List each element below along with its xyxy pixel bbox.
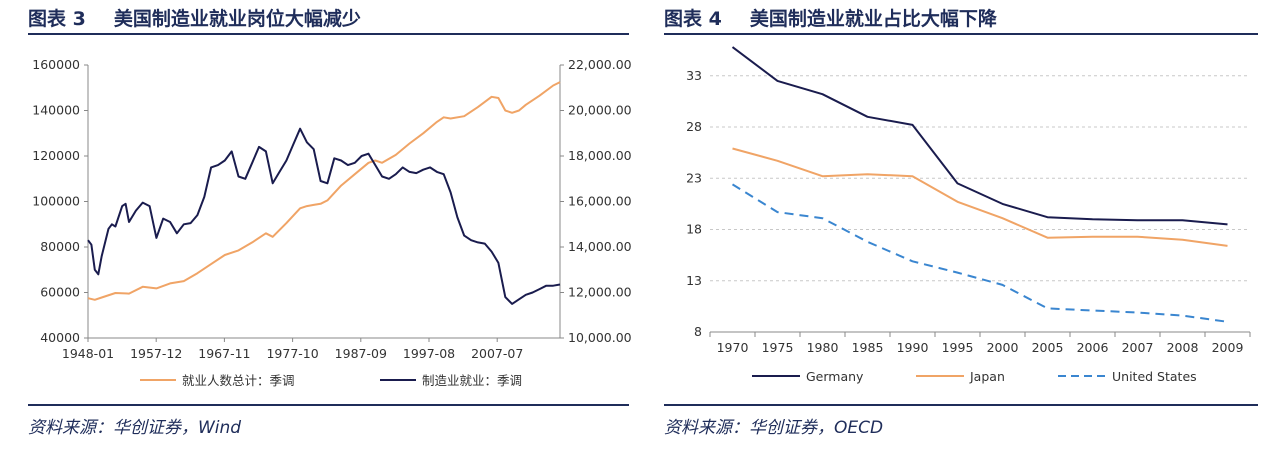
x-tick-label: 2007	[1122, 340, 1154, 355]
right-y-tick-label: 18,000.00	[568, 148, 632, 163]
x-tick-label: 2005	[1032, 340, 1064, 355]
x-tick-label: 1977-10	[266, 346, 318, 361]
series-line-manufacturing-employment	[87, 127, 561, 305]
left-y-tick-label: 80000	[40, 239, 80, 254]
x-tick-label: 1997-08	[403, 346, 455, 361]
x-tick-label: 1985	[852, 340, 884, 355]
figure-3-chart: 40000 60000 80000 100000 120000 140000 160000 1…	[32, 57, 632, 388]
x-tick-label: 1948-01	[62, 346, 114, 361]
figure-4-number: 图表 4	[664, 8, 722, 30]
figure-4-source: 资料来源：华创证券，OECD	[664, 418, 884, 438]
figure-3-number: 图表 3	[28, 8, 86, 30]
series-line-japan	[732, 147, 1228, 247]
figure-3-source: 资料来源：华创证券，Wind	[28, 418, 242, 438]
figure-4-title: 图表 4 美国制造业就业占比大幅下降	[664, 4, 997, 31]
left-y-tick-label: 120000	[32, 148, 80, 163]
legend-label: 就业人数总计：季调	[182, 373, 295, 388]
x-tick-label: 1967-11	[198, 346, 250, 361]
figure-4-bottom-rule	[664, 404, 1258, 406]
figure-3-bottom-rule	[28, 404, 629, 406]
x-tick-label: 2007-07	[471, 346, 523, 361]
figure-3-top-rule	[28, 33, 629, 35]
y-tick-label: 13	[686, 273, 702, 288]
x-tick-label: 1990	[897, 340, 929, 355]
right-y-tick-label: 20,000.00	[568, 103, 632, 118]
x-tick-label: 1980	[807, 340, 839, 355]
x-tick-label: 1995	[942, 340, 974, 355]
figure-4-top-rule	[664, 33, 1258, 35]
y-tick-label: 28	[686, 119, 702, 134]
x-tick-label: 2008	[1167, 340, 1199, 355]
figure-3-title-text: 美国制造业就业岗位大幅减少	[113, 8, 361, 30]
right-y-tick-label: 14,000.00	[568, 239, 632, 254]
x-tick-label: 2009	[1212, 340, 1244, 355]
figure-4-chart: 8 13 18 23 28 33 1970 1975 1980 1985 1990 1995 2000 2…	[686, 46, 1251, 384]
right-y-tick-label: 10,000.00	[568, 330, 632, 345]
left-y-tick-label: 140000	[32, 103, 80, 118]
figure-4-title-text: 美国制造业就业占比大幅下降	[749, 8, 997, 30]
legend-label: 制造业就业：季调	[422, 373, 522, 388]
figure-3-panel: 图表 3 美国制造业就业岗位大幅减少 40000 60000 80000 100000 1…	[28, 4, 632, 438]
series-line-united-states	[731, 183, 1228, 323]
y-tick-label: 33	[686, 68, 702, 83]
left-y-tick-label: 40000	[40, 330, 80, 345]
series-line-total-employment	[87, 81, 561, 301]
x-tick-label: 1987-09	[335, 346, 387, 361]
legend-label: Germany	[806, 369, 864, 384]
right-y-tick-label: 12,000.00	[568, 285, 632, 300]
figure-4-panel: 图表 4 美国制造业就业占比大幅下降 8 13 18 23 28 33 1970 1975 198…	[640, 0, 1280, 455]
right-y-tick-label: 16,000.00	[568, 194, 632, 209]
series-line-germany	[731, 46, 1228, 226]
left-y-tick-label: 100000	[32, 194, 80, 209]
legend-label: Japan	[969, 369, 1005, 384]
y-tick-label: 8	[694, 324, 702, 339]
legend-label: United States	[1112, 369, 1197, 384]
x-tick-label: 2000	[987, 340, 1019, 355]
right-y-tick-label: 22,000.00	[568, 57, 632, 72]
y-tick-label: 18	[686, 222, 702, 237]
left-y-tick-label: 160000	[32, 57, 80, 72]
figure-3-title: 图表 3 美国制造业就业岗位大幅减少	[28, 4, 361, 31]
y-tick-label: 23	[686, 170, 702, 185]
x-tick-label: 1957-12	[130, 346, 182, 361]
left-y-tick-label: 60000	[40, 285, 80, 300]
x-tick-label: 2006	[1077, 340, 1109, 355]
x-tick-label: 1970	[717, 340, 749, 355]
x-tick-label: 1975	[762, 340, 794, 355]
